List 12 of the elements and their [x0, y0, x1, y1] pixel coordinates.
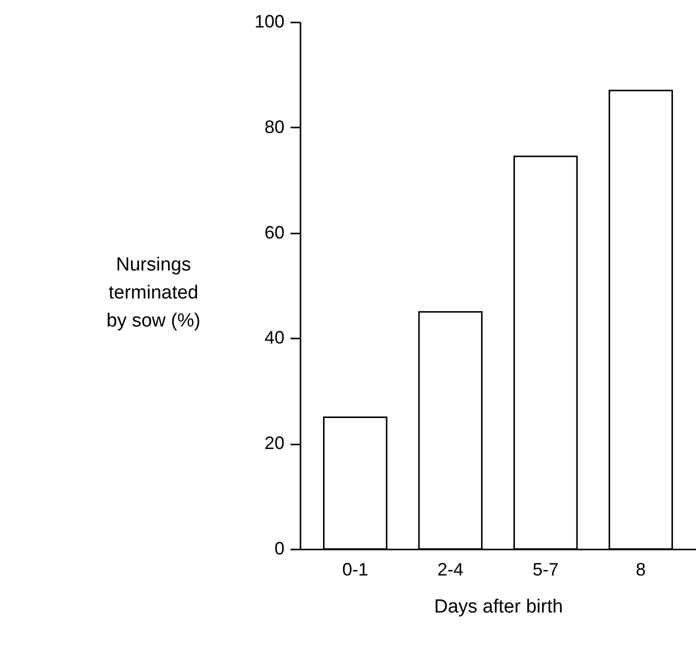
- y-tick-label: 60: [264, 222, 284, 242]
- x-axis-title: Days after birth: [434, 596, 563, 618]
- x-tick-label: 2-4: [437, 560, 464, 580]
- y-axis-title: Nursings terminated by sow (%): [106, 254, 200, 332]
- x-tick-label: 0-1: [342, 560, 368, 580]
- y-tick-label: 100: [254, 12, 284, 32]
- x-tick-label: 8: [636, 560, 646, 580]
- y-tick-label: 0: [274, 538, 284, 558]
- y-tick-label: 20: [264, 433, 284, 454]
- y-tick-label: 80: [264, 116, 284, 137]
- x-tick-label: 5-7: [532, 560, 559, 580]
- y-tick-label: 40: [264, 328, 284, 348]
